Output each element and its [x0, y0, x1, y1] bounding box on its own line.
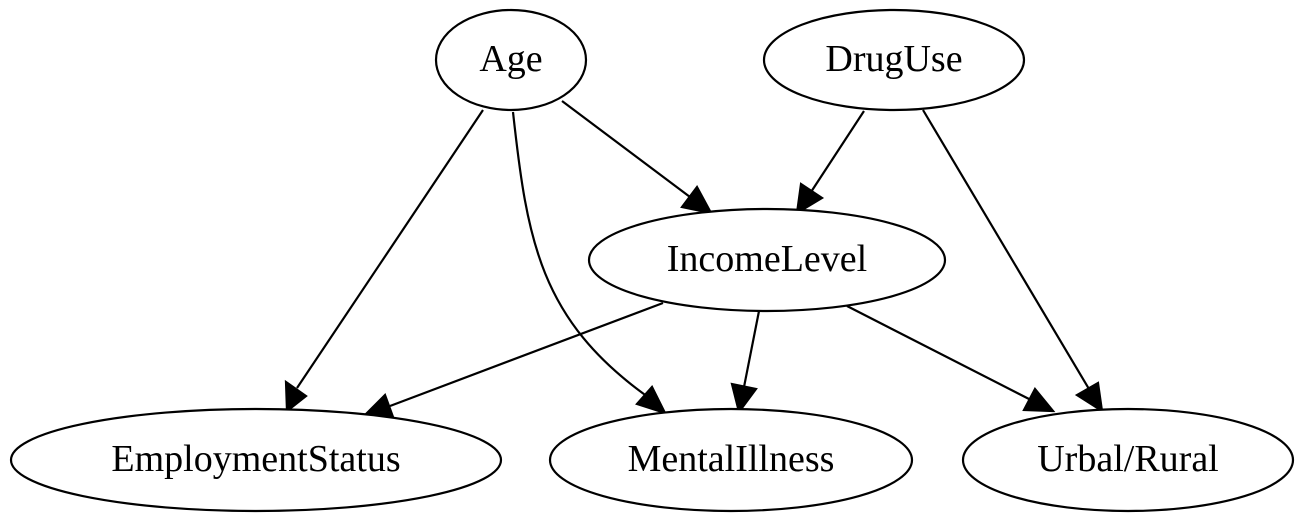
node-mentalillness: MentalIllness — [548, 407, 914, 513]
node-employmentstatus: EmploymentStatus — [9, 407, 503, 513]
node-age: Age — [434, 8, 588, 112]
edge-incomelevel-to-urbalrural — [846, 305, 1056, 413]
edge-incomelevel-to-employmentstatus — [361, 301, 664, 419]
node-urbalrural-label: Urbal/Rural — [1037, 438, 1219, 480]
node-age-label: Age — [479, 38, 542, 80]
edge-age-to-mentalillness — [511, 111, 668, 415]
edge-druguse-to-urbalrural — [922, 109, 1104, 414]
node-mentalillness-label: MentalIllness — [628, 438, 835, 480]
node-incomelevel-label: IncomeLevel — [667, 238, 867, 280]
edges — [284, 100, 1104, 419]
nodes: Age DrugUse IncomeLevel EmploymentStatus… — [9, 8, 1295, 513]
edge-age-to-incomelevel — [561, 100, 714, 215]
node-druguse-label: DrugUse — [825, 38, 962, 80]
edge-age-to-employmentstatus — [284, 109, 484, 414]
node-urbalrural: Urbal/Rural — [961, 407, 1295, 513]
node-employmentstatus-label: EmploymentStatus — [111, 438, 400, 480]
edge-druguse-to-incomelevel — [795, 110, 865, 216]
node-druguse: DrugUse — [762, 8, 1026, 112]
edge-incomelevel-to-mentalillness — [730, 310, 761, 415]
node-incomelevel: IncomeLevel — [587, 207, 947, 313]
